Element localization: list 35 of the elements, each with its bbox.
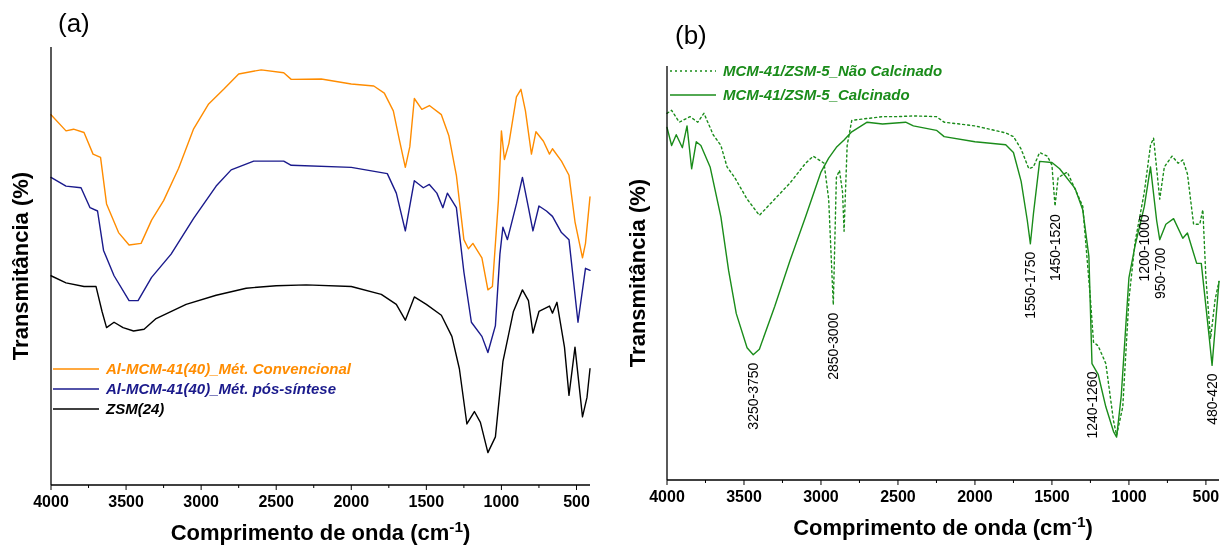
legend-label: Al-MCM-41(40)_Mét. Convencional	[105, 360, 352, 377]
y-axis-title: Transmitância (%)	[8, 171, 33, 361]
x-tick-label: 2000	[333, 493, 370, 510]
x-tick-label: 1000	[483, 493, 520, 510]
x-tick-label: 500	[1192, 488, 1220, 505]
annotation: 1550-1750	[1022, 251, 1039, 319]
x-tick-label: 3500	[108, 493, 144, 510]
y-axis-title: Transmitância (%)	[625, 178, 650, 368]
x-tick-label: 1500	[408, 493, 445, 510]
legend-label: ZSM(24)	[105, 400, 165, 417]
annotation: 950-700	[1151, 247, 1168, 300]
x-tick-label: 2500	[880, 488, 916, 505]
x-tick-label: 3500	[726, 488, 762, 505]
x-tick-label: 4000	[649, 488, 685, 505]
legend-label: MCM-41/ZSM-5_Calcinado	[723, 86, 910, 103]
annotation: 480-420	[1204, 373, 1221, 425]
x-tick-label: 3000	[183, 493, 220, 510]
x-axis-title: Comprimento de onda (cm$^{-1}$)	[170, 517, 471, 545]
annotation: 3250-3750	[745, 362, 762, 430]
x-axis-title: Comprimento de onda (cm$^{-1}$)	[793, 512, 1093, 540]
annotation: 1450-1520	[1047, 213, 1064, 282]
x-tick-label: 1500	[1034, 488, 1070, 505]
annotation: 1240-1260	[1083, 371, 1100, 439]
chart-title: (a)	[58, 8, 90, 38]
x-tick-label: 1000	[1111, 488, 1147, 505]
annotation: 2850-3000	[825, 312, 842, 380]
x-tick-label: 2500	[258, 493, 295, 510]
legend-label: Al-MCM-41(40)_Mét. pós-síntese	[105, 380, 337, 397]
x-tick-label: 2000	[957, 488, 993, 505]
chart-title: (b)	[675, 20, 707, 50]
annotation: 1200-1000	[1136, 214, 1153, 282]
x-tick-label: 3000	[803, 488, 839, 505]
x-tick-label: 4000	[33, 493, 69, 510]
legend-label: MCM-41/ZSM-5_Não Calcinado	[723, 62, 943, 79]
x-tick-label: 500	[563, 493, 590, 510]
